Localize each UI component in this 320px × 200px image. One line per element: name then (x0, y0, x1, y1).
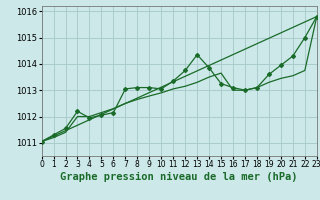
X-axis label: Graphe pression niveau de la mer (hPa): Graphe pression niveau de la mer (hPa) (60, 172, 298, 182)
